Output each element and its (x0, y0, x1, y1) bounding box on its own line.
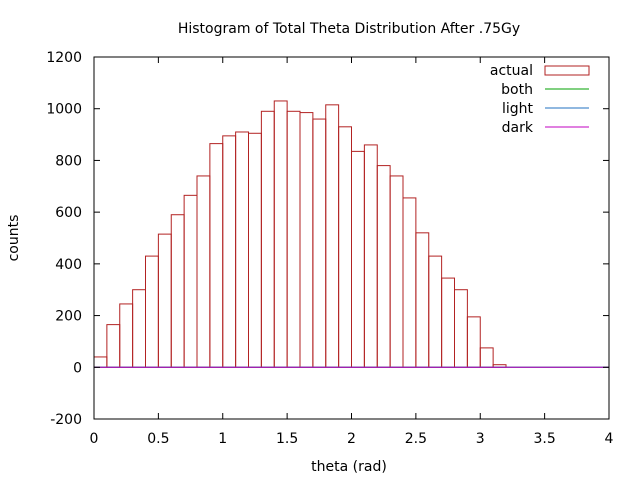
legend-swatch-actual (544, 65, 590, 76)
histogram-bar (351, 150, 365, 368)
histogram-bar (338, 126, 352, 368)
histogram-bar (325, 104, 340, 368)
bars-layer (93, 100, 507, 368)
x-tick-label: 1.5 (276, 431, 298, 447)
x-tick-label: 0.5 (147, 431, 169, 447)
histogram-bar (428, 255, 443, 368)
histogram-bar (209, 143, 224, 368)
y-axis-label: counts (6, 215, 22, 262)
x-tick-label: 0 (90, 431, 99, 447)
histogram-bar (415, 232, 430, 368)
y-tick-label: 600 (55, 205, 82, 221)
y-tick-label: 0 (73, 360, 82, 376)
axis-ticks-layer: 0 0.5 1 1.5 2 2.5 3 3.5 4 -200 0 200 400 600 800 1000 12… (46, 50, 613, 447)
legend-label-light: light (502, 101, 534, 117)
histogram-bar (441, 277, 455, 368)
histogram-bar (235, 131, 249, 368)
histogram-bar (273, 100, 288, 368)
histogram-bar (402, 197, 417, 368)
legend-label-dark: dark (502, 120, 534, 136)
y-tick-label: 200 (55, 309, 82, 325)
x-tick-label: 3 (476, 431, 485, 447)
histogram-bar (196, 175, 211, 368)
chart-title: Histogram of Total Theta Distribution Af… (178, 21, 520, 37)
x-tick-label: 2 (347, 431, 356, 447)
histogram-bar (479, 347, 494, 368)
histogram-bar (222, 135, 237, 368)
histogram-bar (106, 324, 121, 368)
plot-frame (93, 56, 610, 420)
histogram-bar (299, 112, 314, 368)
histogram-bar (363, 144, 378, 368)
y-tick-label: 400 (55, 257, 82, 273)
x-tick-label: 4 (605, 431, 614, 447)
histogram-bar (454, 289, 468, 368)
y-tick-label: 1000 (46, 102, 82, 118)
histogram-bar (157, 233, 172, 368)
histogram-bar (466, 316, 481, 368)
legend: actual both light dark (490, 63, 590, 136)
histogram-bar (145, 255, 159, 368)
y-tick-label: 800 (55, 153, 82, 169)
histogram-bar (93, 356, 108, 368)
x-tick-label: 2.5 (405, 431, 427, 447)
y-tick-label: 1200 (46, 50, 82, 66)
histogram-bar (312, 118, 327, 368)
y-tick-label: -200 (50, 412, 82, 428)
histogram-bar (389, 175, 404, 368)
x-tick-label: 3.5 (533, 431, 555, 447)
histogram-bar (132, 289, 146, 368)
histogram-bar (376, 165, 391, 368)
legend-label-actual: actual (490, 63, 533, 79)
histogram-bar (170, 214, 185, 368)
legend-label-both: both (501, 82, 533, 98)
histogram-bar (286, 110, 301, 368)
histogram-bar (248, 132, 262, 368)
histogram-bar (119, 303, 134, 368)
x-axis-label: theta (rad) (311, 459, 387, 475)
x-tick-label: 1 (218, 431, 227, 447)
histogram-bar (183, 194, 198, 368)
histogram-bar (260, 110, 275, 368)
